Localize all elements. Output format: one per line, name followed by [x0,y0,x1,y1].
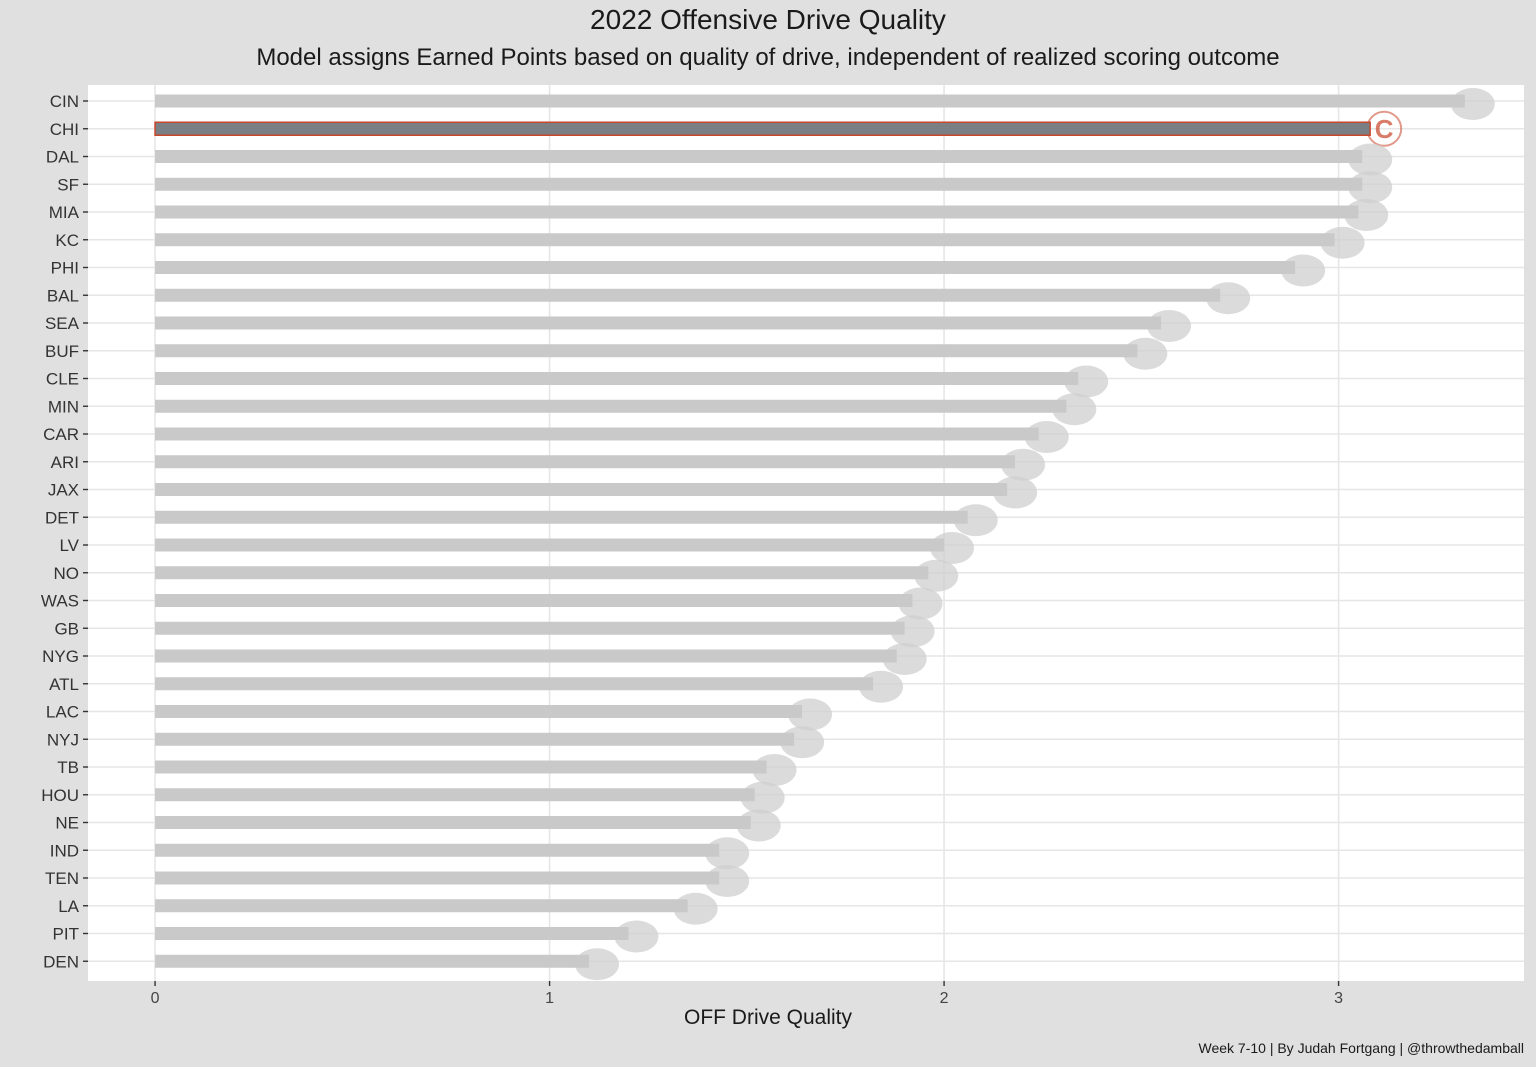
x-axis-title: OFF Drive Quality [683,1006,853,1029]
y-tick-label: LA [58,897,79,916]
bar-was [155,594,913,607]
y-tick-label: KC [55,231,79,250]
bar-buf [155,344,1138,358]
chart-title: 2022 Offensive Drive Quality [590,4,946,35]
bar-gb [155,621,905,635]
y-tick-label: IND [50,841,79,860]
bar-no [155,566,929,580]
y-tick-label: LV [59,536,79,555]
bar-nyj [155,732,795,746]
bar-kc [155,233,1335,247]
y-tick-label: ARI [51,453,79,472]
y-tick-label: CAR [43,425,79,444]
bar-cin [155,94,1465,108]
y-tick-label: CHI [50,120,79,139]
bar-phi [155,261,1296,274]
bar-det [155,510,968,524]
y-tick-label: NYG [42,647,79,666]
y-tick-label: DAL [46,148,79,167]
bar-dal [155,150,1363,163]
x-tick-label: 3 [1334,990,1343,1007]
y-tick-label: NO [54,564,80,583]
y-tick-label: NYJ [47,730,79,749]
bar-sea [155,316,1162,330]
bar-den [155,954,590,968]
y-tick-label: WAS [41,592,79,611]
team-logo-letter: C [1375,114,1394,144]
bar-hou [155,788,755,802]
bar-lv [155,538,945,552]
y-tick-label: MIA [49,203,80,222]
x-tick-label: 2 [940,990,949,1007]
y-tick-label: NE [55,814,79,833]
y-tick-label: HOU [41,786,79,805]
y-tick-label: JAX [48,481,79,500]
bar-car [155,427,1039,441]
y-tick-label: SEA [45,314,80,333]
x-tick-label: 1 [545,990,554,1007]
bar-layer [154,94,1465,968]
y-tick-label: SF [57,175,79,194]
bar-mia [155,205,1359,219]
bar-nyg [155,649,897,663]
chart-subtitle: Model assigns Earned Points based on qua… [256,44,1280,71]
bar-la [155,899,688,913]
bar-ten [155,871,720,885]
chart-caption: Week 7-10 | By Judah Fortgang | @throwth… [1198,1040,1524,1056]
y-tick-label: MIN [48,397,79,416]
bar-sf [155,177,1363,191]
y-tick-label: PIT [53,925,79,944]
bar-bal [155,288,1221,302]
axis-layer: CIN CHI DAL SF MIA KC PHI BAL SEA BUF CLE MIN CAR ARI… [41,92,1343,1007]
bar-pit [155,927,629,940]
y-tick-label: TB [57,758,79,777]
y-tick-label: PHI [51,259,79,278]
y-tick-label: DEN [43,952,79,971]
x-tick-label: 0 [151,990,160,1007]
bar-lac [155,705,803,718]
bar-ne [155,816,751,829]
y-tick-label: LAC [46,703,79,722]
y-tick-label: GB [54,619,79,638]
bar-cle [155,372,1079,385]
y-tick-label: ATL [49,675,79,694]
bar-atl [155,677,874,691]
y-tick-label: TEN [45,869,79,888]
y-tick-label: BUF [45,342,79,361]
bar-tb [155,760,767,774]
y-tick-label: DET [45,508,79,527]
y-tick-label: BAL [47,286,79,305]
y-tick-label: CIN [50,92,79,111]
bar-ari [155,455,1016,469]
bar-min [155,399,1067,413]
y-tick-label: CLE [46,370,79,389]
bar-ind [155,843,720,857]
bar-chi [154,121,1371,136]
bar-jax [155,483,1008,496]
